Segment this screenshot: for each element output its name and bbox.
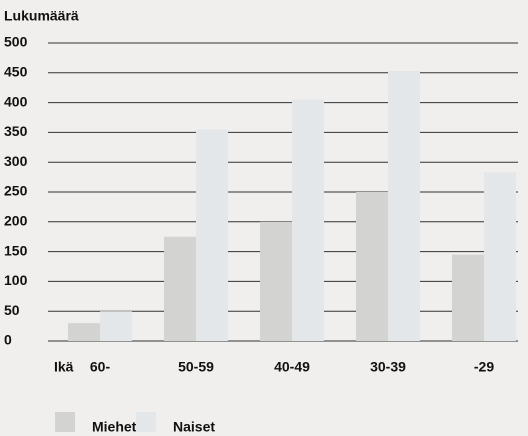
legend-swatch <box>136 412 156 432</box>
x-tick-label: 50-59 <box>178 359 214 375</box>
y-tick-label: 100 <box>4 272 28 288</box>
x-axis-label: Ikä <box>54 359 74 375</box>
legend-swatch <box>55 412 75 432</box>
bar <box>68 323 100 341</box>
x-tick-label: 40-49 <box>274 359 310 375</box>
y-tick-label: 250 <box>4 183 28 199</box>
bar <box>356 192 388 341</box>
y-tick-label: 450 <box>4 64 28 80</box>
y-tick-label: 500 <box>4 34 28 50</box>
y-tick-label: 150 <box>4 242 28 258</box>
bar <box>292 99 324 342</box>
x-tick-label: -29 <box>474 359 494 375</box>
y-tick-label: 400 <box>4 93 28 109</box>
bar <box>196 129 228 341</box>
legend-label: Naiset <box>173 419 215 435</box>
y-tick-label: 200 <box>4 213 28 229</box>
bar <box>164 236 196 341</box>
bar <box>100 311 132 341</box>
y-tick-label: 0 <box>4 332 12 348</box>
y-axis-label: Lukumäärä <box>4 8 79 24</box>
bar <box>260 221 292 341</box>
bar <box>484 172 516 341</box>
y-tick-label: 50 <box>4 302 20 318</box>
legend-label: Miehet <box>92 419 137 435</box>
y-tick-label: 300 <box>4 153 28 169</box>
x-tick-label: 30-39 <box>370 359 406 375</box>
bar <box>452 254 484 341</box>
y-tick-label: 350 <box>4 123 28 139</box>
bar <box>388 71 420 342</box>
x-tick-label: 60- <box>90 359 111 375</box>
